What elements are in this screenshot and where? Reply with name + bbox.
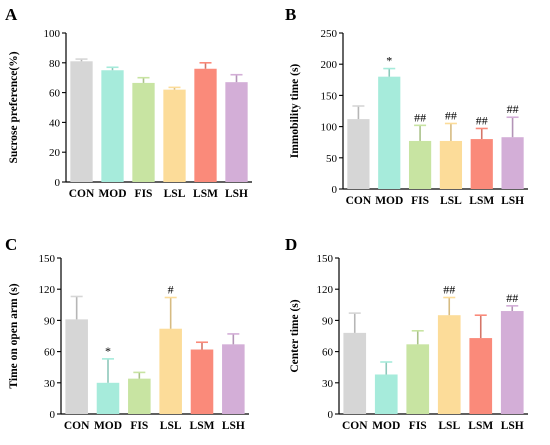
panel-letter: C xyxy=(5,235,17,254)
bar-mod xyxy=(96,382,120,414)
y-tick-label: 30 xyxy=(322,378,334,390)
y-tick-label: 60 xyxy=(44,347,56,359)
bar-fis xyxy=(406,344,430,414)
bar-lsl xyxy=(437,315,461,414)
x-tick-label: LSH xyxy=(225,188,248,200)
bar-lsm xyxy=(194,68,217,182)
significance-label: ## xyxy=(445,108,457,122)
x-tick-label: LSL xyxy=(164,188,186,200)
bar-mod xyxy=(374,374,398,414)
y-tick-label: 150 xyxy=(321,90,338,102)
bar-fis xyxy=(408,140,432,189)
y-tick-label: 90 xyxy=(44,315,56,327)
y-tick-label: 100 xyxy=(321,122,338,134)
x-tick-label: LSL xyxy=(438,420,460,432)
significance-label: * xyxy=(105,344,111,358)
panel-letter: A xyxy=(5,5,18,24)
y-tick-label: 40 xyxy=(49,117,61,129)
bar-lsh xyxy=(501,137,524,189)
x-tick-label: FIS xyxy=(130,420,148,432)
x-tick-label: MOD xyxy=(98,188,126,200)
x-tick-label: LSL xyxy=(440,195,462,207)
y-tick-label: 20 xyxy=(49,147,61,159)
y-tick-label: 0 xyxy=(332,184,338,196)
x-tick-label: CON xyxy=(346,195,372,207)
bar-lsh xyxy=(225,82,248,182)
x-tick-label: MOD xyxy=(94,420,122,432)
bar-con xyxy=(347,119,370,189)
x-tick-label: LSM xyxy=(193,188,218,200)
y-tick-label: 120 xyxy=(39,284,56,296)
x-tick-label: MOD xyxy=(372,420,400,432)
y-tick-label: 100 xyxy=(44,28,61,40)
panel-letter: D xyxy=(285,235,297,254)
significance-label: ## xyxy=(507,102,519,116)
y-tick-label: 0 xyxy=(328,409,334,421)
significance-label: # xyxy=(168,283,174,297)
y-tick-label: 80 xyxy=(49,58,61,70)
chart-panel-a: A 0 20 40 60 80 100 Sucrose preference(%) CON MOD… xyxy=(5,5,252,200)
y-axis-title: Immobility time (s) xyxy=(289,64,301,159)
bar-lsm xyxy=(470,139,493,189)
x-tick-label: FIS xyxy=(409,420,427,432)
chart-panel-d: D 0 30 60 90 120 150 Center time (s) CON MOD FIS ##… xyxy=(285,235,528,432)
x-tick-label: LSH xyxy=(501,420,524,432)
bar-con xyxy=(65,319,88,414)
y-tick-label: 0 xyxy=(55,177,61,189)
x-tick-label: CON xyxy=(69,188,95,200)
panel-letter: B xyxy=(285,5,296,24)
bar-lsl xyxy=(439,140,463,189)
x-tick-label: CON xyxy=(342,420,368,432)
bar-lsm xyxy=(190,349,214,414)
significance-label: * xyxy=(386,54,392,68)
y-tick-label: 250 xyxy=(321,28,338,40)
y-tick-label: 150 xyxy=(317,253,334,265)
x-tick-label: LSM xyxy=(468,420,493,432)
significance-label: ## xyxy=(443,283,455,297)
x-tick-label: LSM xyxy=(469,195,494,207)
bar-lsl xyxy=(159,328,182,414)
x-tick-label: FIS xyxy=(411,195,429,207)
bar-lsm xyxy=(469,338,493,414)
y-tick-label: 30 xyxy=(44,378,56,390)
significance-label: ## xyxy=(506,291,518,305)
bar-lsl xyxy=(163,89,186,182)
significance-label: ## xyxy=(476,113,488,127)
x-tick-label: MOD xyxy=(375,195,403,207)
chart-panel-c: C 0 30 60 90 120 150 Time on open arm (s) CON * MO… xyxy=(5,235,249,432)
bar-con xyxy=(70,61,93,183)
y-axis-title: Sucrose preference(%) xyxy=(8,51,20,163)
y-tick-label: 60 xyxy=(322,347,334,359)
bar-lsh xyxy=(500,311,524,414)
y-tick-label: 0 xyxy=(50,409,56,421)
significance-label: ## xyxy=(414,110,426,124)
y-tick-label: 120 xyxy=(317,284,334,296)
bar-mod xyxy=(101,70,124,182)
y-tick-label: 60 xyxy=(49,88,61,100)
y-tick-label: 200 xyxy=(321,59,338,71)
bar-fis xyxy=(128,378,151,414)
y-axis-title: Time on open arm (s) xyxy=(8,283,20,388)
chart-panel-b: B 0 50 100 150 200 250 Immobility time (s) CON * M… xyxy=(285,5,528,207)
y-tick-label: 150 xyxy=(39,253,56,265)
bar-mod xyxy=(378,76,401,189)
x-tick-label: FIS xyxy=(135,188,153,200)
bar-fis xyxy=(132,82,155,182)
bar-lsh xyxy=(222,344,245,414)
x-tick-label: LSM xyxy=(190,420,215,432)
y-tick-label: 90 xyxy=(322,315,334,327)
x-tick-label: LSH xyxy=(501,195,524,207)
bar-con xyxy=(343,332,367,414)
x-tick-label: LSH xyxy=(222,420,245,432)
y-tick-label: 50 xyxy=(326,153,338,165)
x-tick-label: CON xyxy=(64,420,90,432)
x-tick-label: LSL xyxy=(160,420,182,432)
y-axis-title: Center time (s) xyxy=(289,299,301,372)
